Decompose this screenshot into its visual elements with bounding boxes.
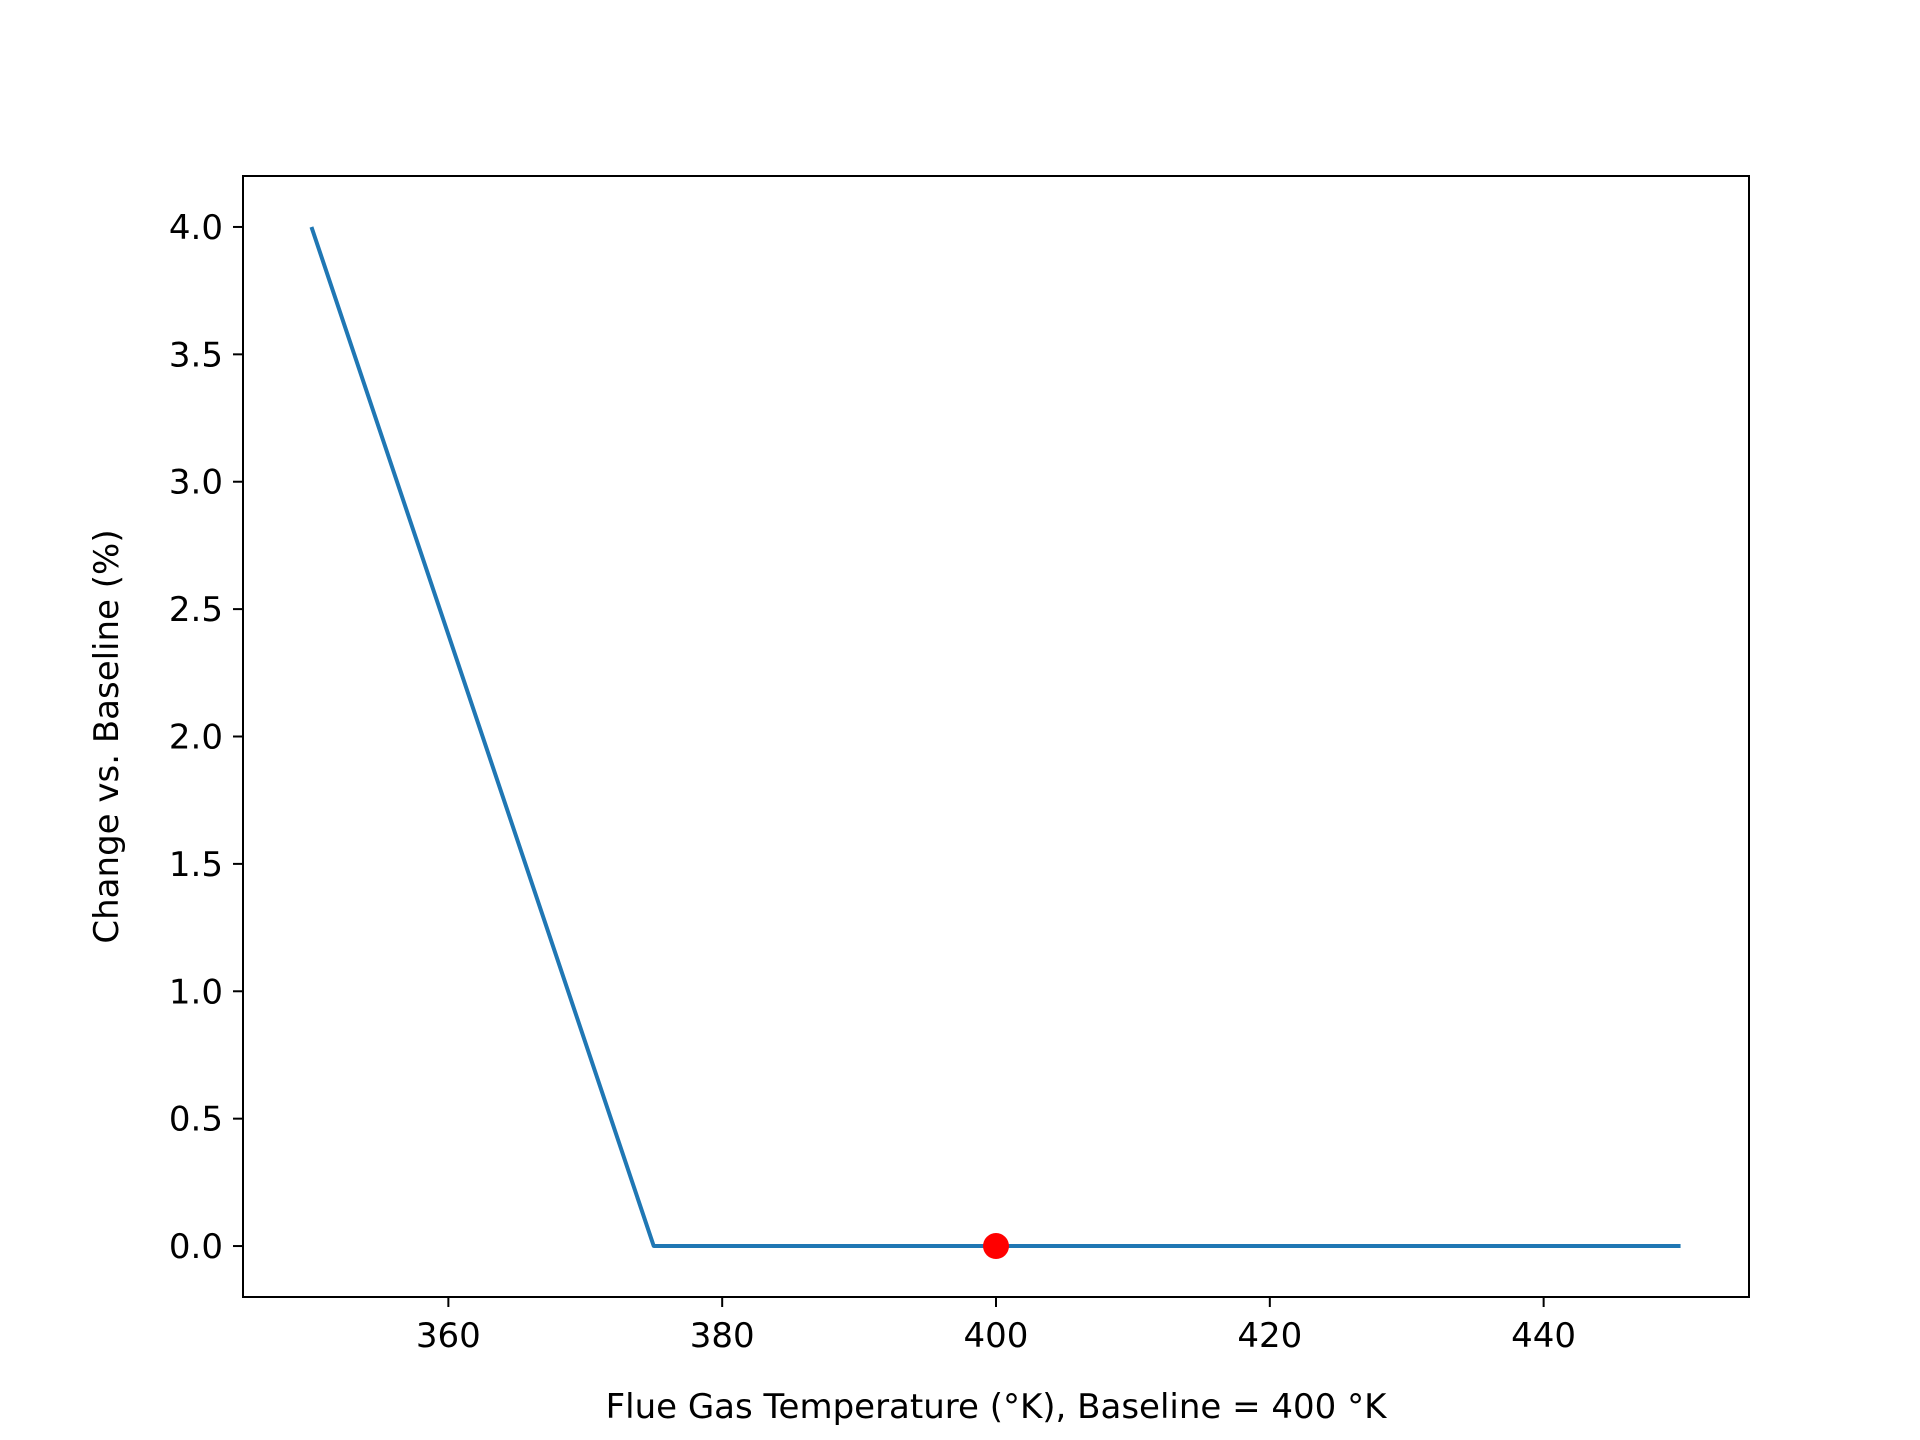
y-tick-label: 4.0 [169, 208, 223, 248]
y-tick-label: 1.0 [169, 972, 223, 1012]
x-tick-label: 400 [964, 1316, 1029, 1356]
y-tick-label: 0.0 [169, 1227, 223, 1267]
axes-frame [242, 175, 1750, 1298]
x-tick-label: 420 [1237, 1316, 1302, 1356]
y-axis-ticks: 0.0 0.5 1.0 1.5 2.0 2.5 3.0 3.5 4.0 [169, 208, 243, 1267]
y-tick-label: 3.5 [169, 335, 223, 375]
x-axis-label: Flue Gas Temperature (°K), Baseline = 40… [606, 1387, 1389, 1427]
y-tick-label: 3.0 [169, 463, 223, 503]
y-tick-label: 2.0 [169, 718, 223, 758]
x-tick-label: 380 [690, 1316, 755, 1356]
baseline-point-marker [983, 1233, 1009, 1260]
x-tick-label: 440 [1511, 1316, 1576, 1356]
x-axis-ticks: 360 380 400 420 440 [416, 1297, 1576, 1356]
y-tick-label: 1.5 [169, 845, 223, 885]
x-tick-label: 360 [416, 1316, 481, 1356]
y-axis-label: Change vs. Baseline (%) [87, 529, 127, 943]
y-tick-label: 2.5 [169, 590, 223, 630]
y-tick-label: 0.5 [169, 1100, 223, 1140]
plot-area [309, 226, 1681, 1260]
